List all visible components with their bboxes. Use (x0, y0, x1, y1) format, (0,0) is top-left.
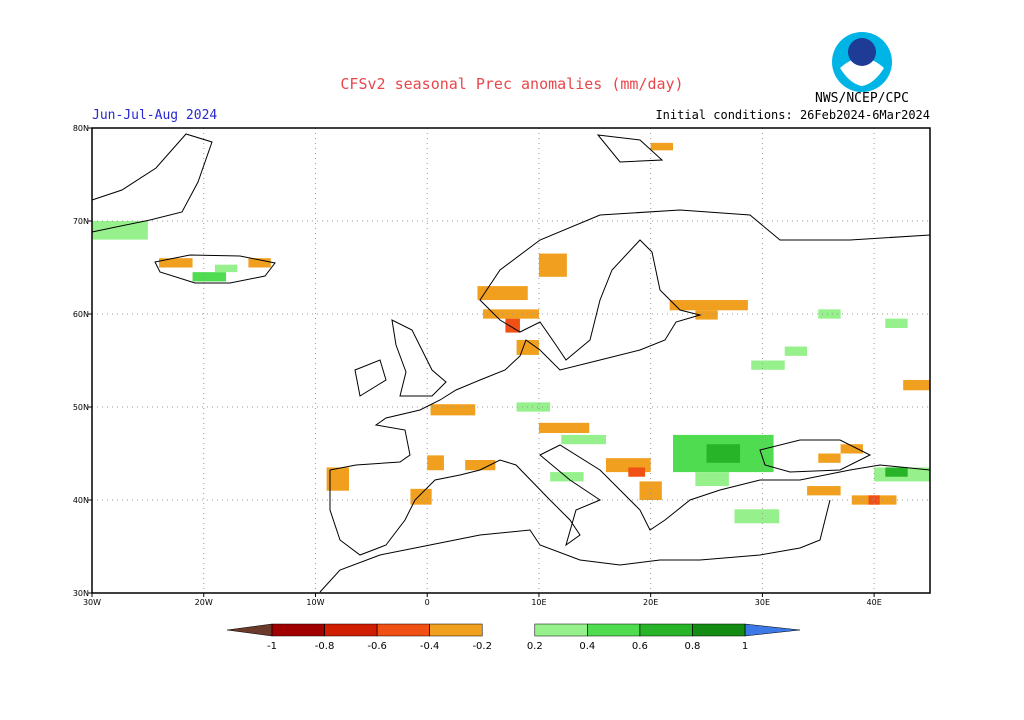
lon-tick-label: 10E (531, 598, 546, 607)
coast-uk (391, 319, 447, 397)
anomaly-cell (840, 444, 863, 454)
colorbar-segment (639, 623, 693, 637)
anomaly-cell (695, 472, 729, 487)
colorbar-label: 0.8 (684, 641, 700, 652)
lon-tick-label: 10W (306, 598, 324, 607)
colorbar-segment (271, 623, 325, 637)
colorbar-label: -0.2 (472, 641, 492, 652)
anomaly-cell (868, 495, 880, 505)
anomaly-cell (650, 142, 674, 151)
axis-labels: 30W 20W 10W 0 10E 20E 30E 40E 80N 70N 60N 50N 40N 30N (73, 124, 882, 607)
anomaly-cell (706, 444, 741, 463)
colorbar-segment (482, 624, 535, 636)
initial-conditions: Initial conditions: 26Feb2024-6Mar2024 (655, 108, 930, 122)
anomaly-cell (628, 467, 646, 477)
map-frame (91, 127, 931, 594)
lon-tick-label: 20E (643, 598, 658, 607)
colorbar-segment (376, 623, 430, 637)
anomaly-cell (248, 258, 271, 268)
period: Jun-Jul-Aug 2024 (92, 108, 217, 123)
anomaly-cell (818, 309, 841, 319)
anomaly-cell (214, 264, 238, 273)
anomaly-cell (903, 380, 930, 391)
anomaly-cell (639, 481, 662, 500)
colorbar-label: 1 (742, 641, 748, 652)
anomaly-cell (734, 509, 780, 524)
coast-svalbard (596, 134, 664, 163)
coast-greenland (91, 133, 213, 233)
anomaly-cell (92, 221, 148, 240)
anomaly-cell (538, 422, 590, 434)
lat-tick-label: 40N (73, 496, 89, 505)
anomaly-cell (751, 360, 785, 370)
anomaly-cell (516, 402, 551, 412)
anomaly-cell (410, 488, 432, 505)
colorbar-segment (534, 623, 588, 637)
lon-tick-label: 40E (867, 598, 882, 607)
coast-south (329, 444, 931, 556)
anomaly-cell (516, 340, 539, 355)
lon-tick-label: 20W (195, 598, 213, 607)
anomaly-cell (885, 318, 908, 328)
anomaly-cell (427, 455, 444, 471)
anomaly-cell (326, 467, 349, 491)
lon-tick-label: 30W (83, 598, 101, 607)
colorbar-segment (429, 623, 483, 637)
anomaly-cell (885, 467, 908, 477)
coastlines (91, 133, 931, 593)
agency: NWS/NCEP/CPC (815, 91, 909, 106)
map-title: CFSv2 seasonal Prec anomalies (mm/day) (340, 75, 683, 93)
anomaly-cell (538, 253, 567, 277)
logo-center (848, 38, 876, 66)
lon-tick-label: 30E (755, 598, 770, 607)
colorbar-segment (587, 623, 641, 637)
coast-ireland (354, 359, 387, 397)
colorbar-label: -0.4 (420, 641, 440, 652)
anomaly-cell (483, 309, 539, 319)
lat-tick-label: 30N (73, 589, 89, 598)
colorbar-segment (692, 623, 746, 637)
logo-bird (840, 58, 884, 86)
lon-tick-label: 0 (425, 598, 430, 607)
anomaly-cell (695, 310, 718, 320)
colorbar-label: -0.8 (315, 641, 335, 652)
coast-north (329, 209, 931, 471)
anomaly-cell (561, 434, 606, 445)
colorbar-label: -0.6 (367, 641, 387, 652)
anomaly-cell (784, 346, 808, 356)
anomaly-cell (159, 258, 193, 268)
lat-tick-label: 60N (73, 310, 89, 319)
anomaly-cell (505, 318, 520, 333)
coast-africa (319, 499, 831, 593)
colorbar-segment (324, 623, 378, 637)
colorbar-label: 0.6 (632, 641, 648, 652)
anomaly-cell (430, 404, 476, 416)
colorbar: -1 -0.8 -0.6 -0.4 -0.2 0.2 0.4 0.6 0.8 1 (226, 623, 801, 652)
anomaly-cell (192, 272, 227, 282)
anomaly-cell (669, 300, 748, 311)
colorbar-label: 0.4 (579, 641, 595, 652)
noaa-logo (832, 32, 892, 92)
lat-tick-label: 70N (73, 217, 89, 226)
anomaly-cell (807, 486, 841, 496)
anomaly-cell (818, 453, 841, 463)
anomaly-cell (477, 286, 528, 301)
coast-iceland (154, 254, 276, 284)
anomaly-cell (465, 460, 496, 471)
colorbar-label: 0.2 (527, 641, 543, 652)
colorbar-label: -1 (267, 641, 277, 652)
lat-tick-label: 50N (73, 403, 89, 412)
coast-black-sea (759, 439, 872, 473)
lat-tick-label: 80N (73, 124, 89, 133)
